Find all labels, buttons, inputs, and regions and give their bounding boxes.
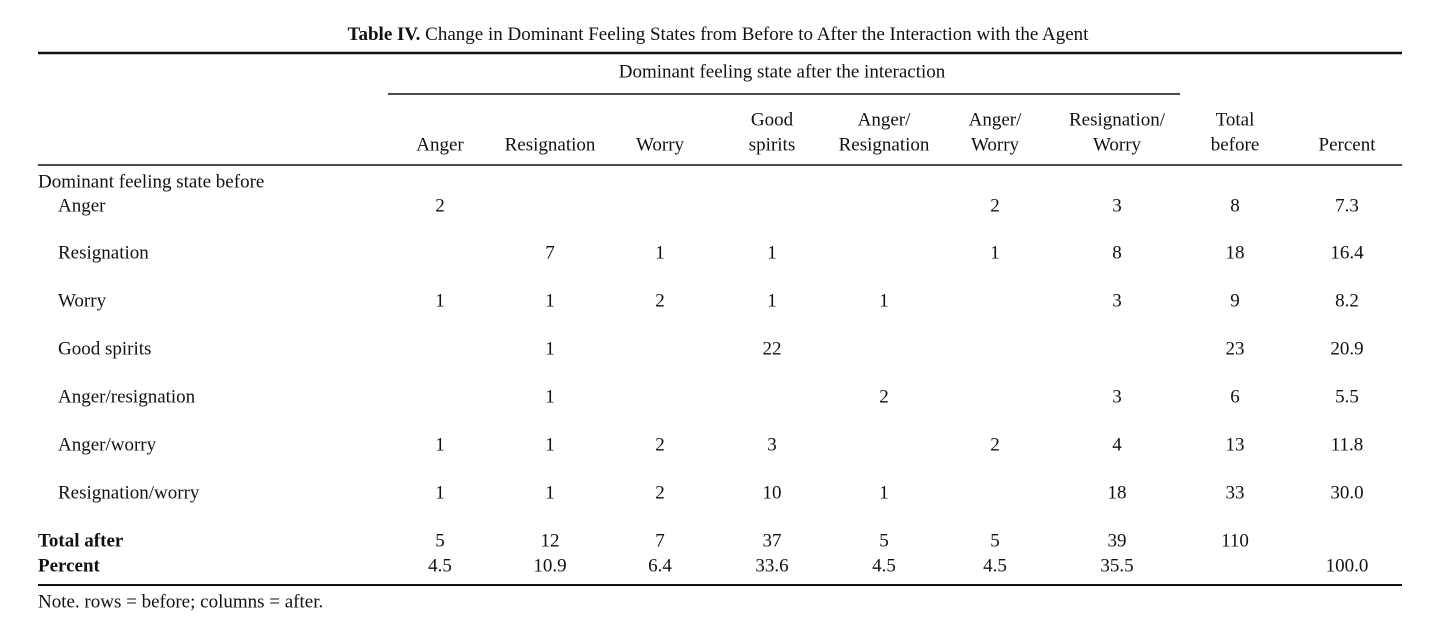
cell: 3 xyxy=(1112,386,1122,407)
total-cell: 110 xyxy=(1221,530,1249,551)
column-header: Resignation/ xyxy=(1069,109,1166,130)
total-cell: 4.5 xyxy=(983,555,1007,576)
column-header: Anger/ xyxy=(858,109,911,130)
total-cell: 100.0 xyxy=(1326,555,1369,576)
cell: 5.5 xyxy=(1335,386,1359,407)
cell: 3 xyxy=(767,434,777,455)
cell: 4 xyxy=(1112,434,1122,455)
cell: 7 xyxy=(545,242,555,263)
cell: 2 xyxy=(990,195,1000,216)
column-header: Resignation xyxy=(839,134,930,155)
row-label: Anger/resignation xyxy=(58,386,196,407)
column-header: Worry xyxy=(1093,134,1142,155)
total-cell: 39 xyxy=(1108,530,1127,551)
row-label: Worry xyxy=(58,290,107,311)
caption-text: Change in Dominant Feeling States from B… xyxy=(425,24,1089,45)
cell: 3 xyxy=(1112,195,1122,216)
row-label: Resignation xyxy=(58,242,149,263)
cell: 7.3 xyxy=(1335,195,1359,216)
column-header: spirits xyxy=(749,134,795,155)
total-cell: 37 xyxy=(763,530,782,551)
cell: 2 xyxy=(655,482,665,503)
total-cell: 35.5 xyxy=(1100,555,1133,576)
total-cell: 4.5 xyxy=(428,555,452,576)
cell: 18 xyxy=(1108,482,1127,503)
cell: 20.9 xyxy=(1330,338,1363,359)
cell: 8 xyxy=(1230,195,1240,216)
row-label: Resignation/worry xyxy=(58,482,200,503)
total-label: Percent xyxy=(38,555,101,576)
cell: 1 xyxy=(655,242,665,263)
cell: 1 xyxy=(435,434,445,455)
total-cell: 5 xyxy=(990,530,1000,551)
cell: 1 xyxy=(767,242,777,263)
total-cell: 33.6 xyxy=(755,555,788,576)
cell: 1 xyxy=(767,290,777,311)
total-cell: 7 xyxy=(655,530,665,551)
cell: 1 xyxy=(545,290,555,311)
cell: 2 xyxy=(655,290,665,311)
cell: 33 xyxy=(1226,482,1245,503)
total-label: Total after xyxy=(38,530,124,551)
row-group-label: Dominant feeling state before xyxy=(38,171,264,192)
cell: 2 xyxy=(655,434,665,455)
column-header: Good xyxy=(751,109,794,130)
cell: 1 xyxy=(545,434,555,455)
cell: 9 xyxy=(1230,290,1240,311)
cell: 18 xyxy=(1226,242,1245,263)
row-label: Anger xyxy=(58,195,106,216)
total-cell: 4.5 xyxy=(872,555,896,576)
cell: 1 xyxy=(545,338,555,359)
note: Note. rows = before; columns = after. xyxy=(38,591,323,612)
caption: Table IV. Change in Dominant Feeling Sta… xyxy=(348,24,1090,45)
cell: 11.8 xyxy=(1331,434,1364,455)
caption-label: Table IV. xyxy=(348,24,421,45)
total-cell: 5 xyxy=(435,530,445,551)
cell: 10 xyxy=(763,482,782,503)
cell: 1 xyxy=(990,242,1000,263)
cell: 3 xyxy=(1112,290,1122,311)
column-header: Worry xyxy=(636,134,685,155)
cell: 8.2 xyxy=(1335,290,1359,311)
cell: 2 xyxy=(435,195,445,216)
cell: 2 xyxy=(879,386,889,407)
spanner: Dominant feeling state after the interac… xyxy=(619,61,946,82)
column-header: Anger xyxy=(416,134,464,155)
cell: 6 xyxy=(1230,386,1240,407)
total-cell: 5 xyxy=(879,530,889,551)
cell: 1 xyxy=(435,290,445,311)
row-label: Good spirits xyxy=(58,338,151,359)
total-cell: 12 xyxy=(541,530,560,551)
column-header: before xyxy=(1211,134,1260,155)
column-header: Percent xyxy=(1319,134,1377,155)
cell: 1 xyxy=(435,482,445,503)
column-header: Resignation xyxy=(505,134,596,155)
cell: 1 xyxy=(545,386,555,407)
cell: 30.0 xyxy=(1330,482,1363,503)
cell: 16.4 xyxy=(1330,242,1364,263)
cell: 8 xyxy=(1112,242,1122,263)
total-cell: 10.9 xyxy=(533,555,566,576)
total-cell: 6.4 xyxy=(648,555,672,576)
row-label: Anger/worry xyxy=(58,434,157,455)
cell: 22 xyxy=(763,338,782,359)
column-header: Worry xyxy=(971,134,1020,155)
cell: 23 xyxy=(1226,338,1245,359)
cell: 1 xyxy=(879,290,889,311)
cell: 1 xyxy=(879,482,889,503)
cell: 2 xyxy=(990,434,1000,455)
column-header: Anger/ xyxy=(969,109,1022,130)
cell: 1 xyxy=(545,482,555,503)
column-header: Total xyxy=(1216,109,1255,130)
cell: 13 xyxy=(1226,434,1245,455)
